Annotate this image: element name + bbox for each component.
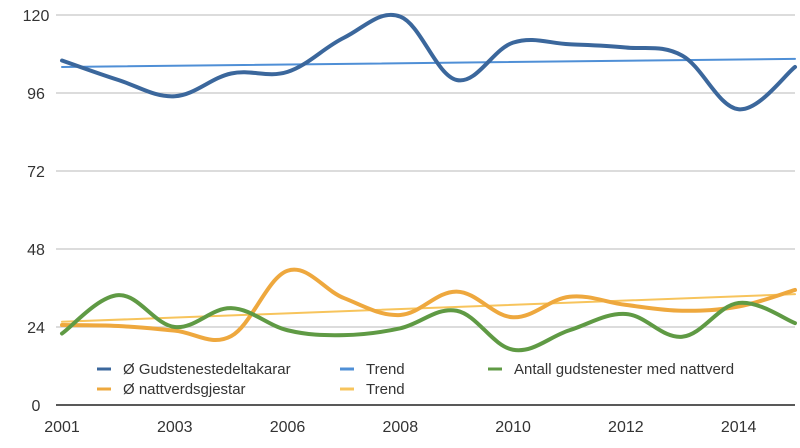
y-tick-label: 120 <box>23 8 50 25</box>
series-line-4 <box>61 293 796 323</box>
legend-label-nattverdsgjestar: Ø nattverdsgjestar <box>123 381 246 398</box>
x-tick-label: 2008 <box>383 419 419 436</box>
legend-label-antall-gudstenester: Antall gudstenester med nattverd <box>514 361 734 378</box>
y-tick-label: 0 <box>32 398 41 415</box>
y-tick-label: 48 <box>27 242 45 259</box>
legend-label-trend-blue: Trend <box>366 361 405 378</box>
legend: Ø Gudstenestedeltakarar Trend Antall gud… <box>97 361 734 398</box>
legend-label-trend-orange: Trend <box>366 381 405 398</box>
x-tick-label: 2014 <box>721 419 757 436</box>
series-line-2 <box>60 293 797 353</box>
y-tick-label: 24 <box>27 320 45 337</box>
series-line-1 <box>61 57 796 68</box>
x-tick-label: 2001 <box>44 419 80 436</box>
y-tick-label: 96 <box>27 86 45 103</box>
legend-label-gudstenestedeltakarar: Ø Gudstenestedeltakarar <box>123 361 291 378</box>
y-tick-label: 72 <box>27 164 45 181</box>
x-tick-label: 2010 <box>495 419 531 436</box>
series-line-3 <box>60 267 797 342</box>
x-tick-label: 2003 <box>157 419 193 436</box>
x-axis-ticks: 2001 2003 2006 2008 2010 2012 2014 <box>44 419 756 436</box>
x-tick-label: 2012 <box>608 419 644 436</box>
series-lines <box>60 13 797 353</box>
y-axis-ticks: 0 24 48 72 96 120 <box>23 8 50 415</box>
series-line-0 <box>60 13 797 112</box>
x-tick-label: 2006 <box>270 419 306 436</box>
gridlines <box>56 14 795 406</box>
